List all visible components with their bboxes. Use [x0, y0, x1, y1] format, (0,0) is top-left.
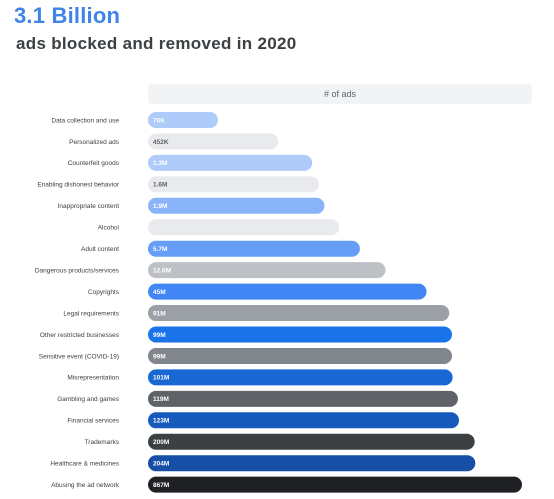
value-label: 452K: [153, 139, 169, 146]
bar: [148, 197, 325, 214]
value-label: 99M: [153, 332, 166, 339]
bar: [148, 176, 319, 193]
bar: [148, 455, 476, 472]
bar: [148, 412, 460, 429]
bar: [148, 133, 279, 150]
value-label: 70K: [153, 117, 165, 124]
bar: [148, 476, 522, 493]
category-label: Other restricted businesses: [40, 332, 120, 339]
bar: [148, 390, 458, 407]
bar: [148, 240, 360, 257]
category-label: Personalized ads: [69, 139, 120, 146]
value-label: 119M: [153, 396, 169, 403]
category-label: Abusing the ad network: [51, 482, 120, 489]
bar: [148, 112, 218, 128]
value-label: 1.9M: [153, 203, 167, 210]
bar: [148, 326, 452, 343]
category-label: Enabling dishonest behavior: [37, 182, 120, 189]
category-label: Inappropriate content: [58, 203, 120, 210]
bar: [148, 219, 340, 236]
category-label: Data collection and use: [51, 117, 119, 124]
category-label: Misrepresentation: [67, 375, 119, 382]
category-label: Adult content: [81, 246, 119, 253]
value-label: 204M: [153, 461, 169, 468]
value-label: 101M: [153, 375, 169, 382]
headline: 3.1 Billion: [14, 3, 121, 28]
bar: [148, 369, 453, 386]
category-label: Legal requirements: [63, 310, 119, 317]
value-label: 1.3M: [153, 160, 167, 167]
value-label: 5.7M: [153, 246, 167, 253]
bar: [148, 433, 475, 450]
category-label: Copyrights: [88, 289, 120, 296]
value-label: 123M: [153, 418, 169, 425]
bar: [148, 154, 313, 171]
value-label: 91M: [153, 310, 166, 317]
category-label: Sensitive event (COVID-19): [39, 353, 119, 360]
value-label: 12.6M: [153, 267, 171, 274]
category-label: Trademarks: [85, 439, 120, 446]
subheadline: ads blocked and removed in 2020: [16, 34, 297, 53]
value-label: 99M: [153, 353, 166, 360]
value-label: 1.6M: [153, 182, 167, 189]
column-header: # of ads: [148, 84, 532, 104]
bar: [148, 347, 452, 364]
category-label: Gambling and games: [57, 396, 120, 403]
category-label: Financial services: [67, 418, 119, 425]
category-label: Healthcare & medicines: [50, 461, 119, 468]
value-label: 45M: [153, 289, 166, 296]
bar: [148, 283, 427, 300]
category-label: Dangerous products/services: [35, 267, 120, 274]
category-label: Counterfeit goods: [68, 160, 120, 167]
category-label: Alcohol: [98, 225, 120, 232]
bar: [148, 305, 450, 322]
bar: [148, 262, 386, 279]
value-label: 867M: [153, 482, 169, 489]
value-label: 200M: [153, 439, 169, 446]
